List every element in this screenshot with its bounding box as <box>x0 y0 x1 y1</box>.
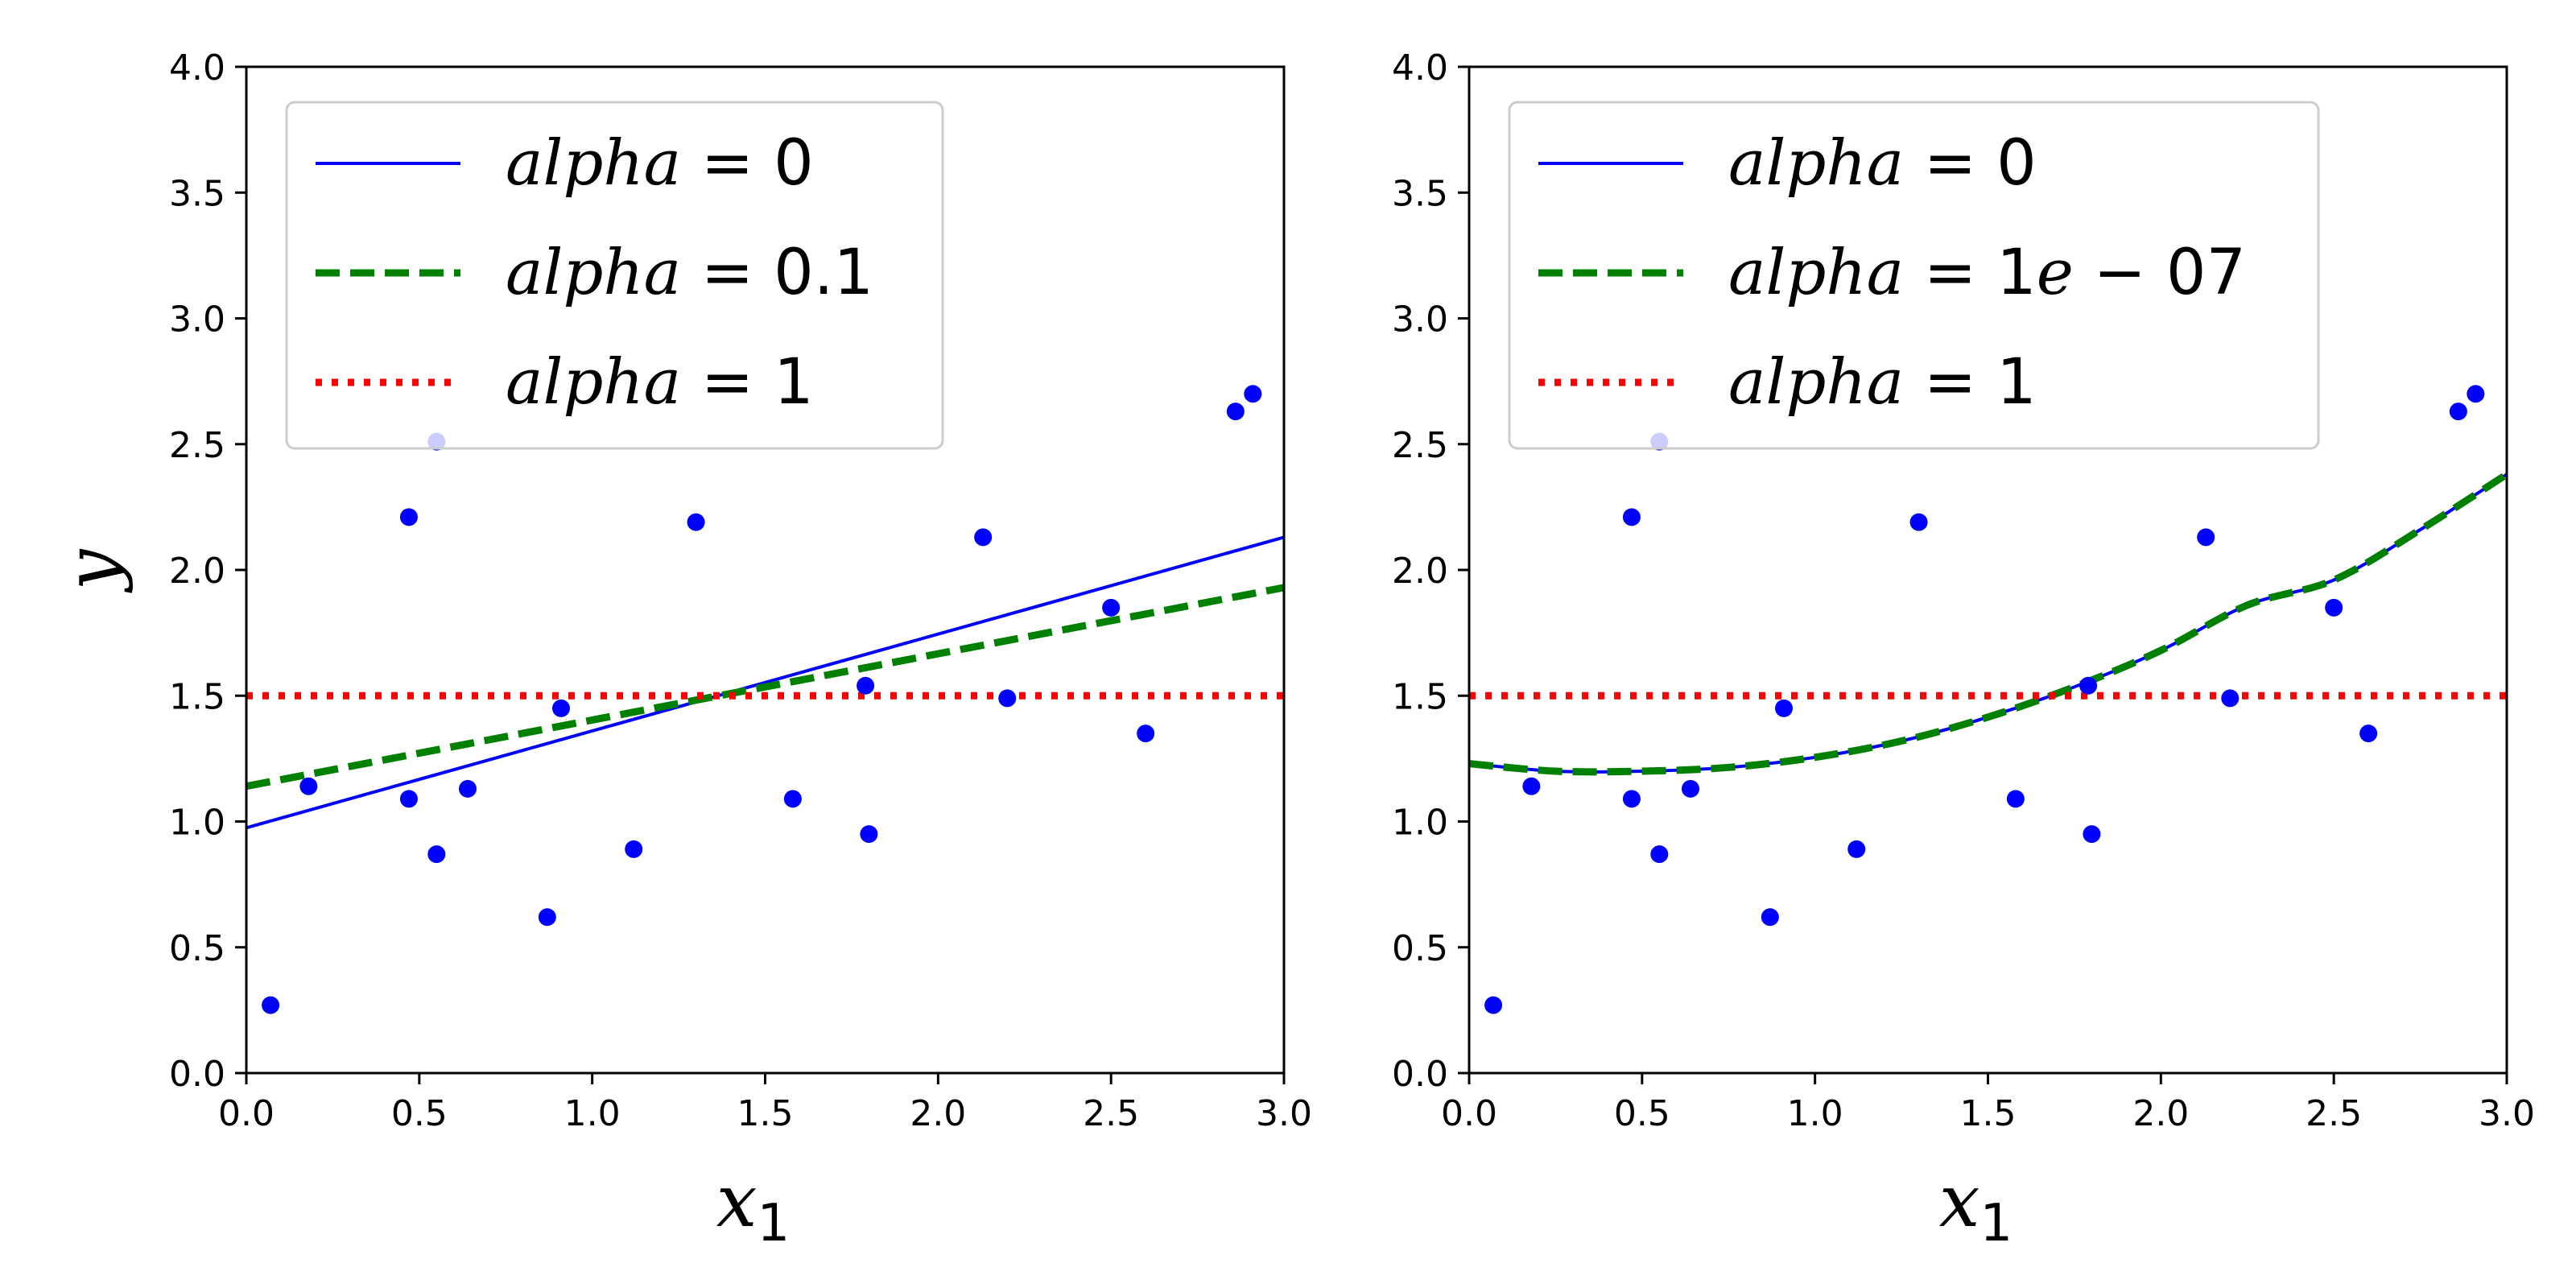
y-tick-label: 0.5 <box>1392 928 1448 969</box>
y-tick-label: 3.5 <box>1392 173 1448 214</box>
subplot-2: 0.0 0.5 1.0 1.5 2.0 2.5 3.0 0.0 0.5 1.0 1.5 2.0 2.5 3… <box>1392 47 2535 1253</box>
data-point <box>1622 508 1641 526</box>
plot-area <box>1469 385 2507 1014</box>
data-point <box>538 908 556 927</box>
x-tick-label: 2.0 <box>2132 1093 2189 1134</box>
y-tick-label: 2.5 <box>169 425 225 466</box>
data-point <box>1681 779 1699 798</box>
x-axis-label: x1 <box>1939 1159 2013 1253</box>
legend-label-3: alpha = 1 <box>1728 346 2037 419</box>
data-point <box>1484 996 1503 1014</box>
data-point <box>1102 598 1121 617</box>
data-point <box>2083 825 2101 844</box>
data-point <box>1226 402 1245 421</box>
data-point <box>2006 790 2025 808</box>
data-point <box>625 840 643 858</box>
y-tick-label: 4.0 <box>1392 47 1448 89</box>
data-point <box>399 508 418 526</box>
data-point <box>2197 528 2215 547</box>
x-axis-label: x1 <box>716 1159 790 1253</box>
y-tick-label: 0.5 <box>169 928 225 969</box>
y-tick-label: 1.5 <box>169 676 225 717</box>
x-tick-label: 3.0 <box>2479 1093 2535 1134</box>
legend-label-2: alpha = 1e − 07 <box>1728 237 2246 309</box>
x-tick-label: 0.0 <box>218 1093 275 1134</box>
data-point <box>1761 908 1779 927</box>
data-point <box>2325 598 2343 617</box>
x-tick-label: 1.0 <box>564 1093 621 1134</box>
data-point <box>2449 402 2467 421</box>
y-tick-label: 2.0 <box>1392 551 1448 592</box>
y-tick-label: 2.0 <box>169 551 225 592</box>
data-point <box>1650 845 1669 864</box>
y-tick-label: 1.0 <box>1392 803 1448 844</box>
data-point <box>551 699 570 717</box>
data-point <box>783 790 802 808</box>
data-point <box>687 513 705 531</box>
series-line-2 <box>246 584 1284 791</box>
plot-area <box>246 385 1284 1014</box>
legend: alpha = 0 alpha = 1e − 07 alpha = 1 <box>1508 101 2320 450</box>
x-tick-label: 0.5 <box>1614 1093 1670 1134</box>
data-point <box>1622 790 1641 808</box>
legend-label-1: alpha = 0 <box>506 127 814 200</box>
series-line-1 <box>246 535 1284 830</box>
x-tick-label: 0.5 <box>391 1093 448 1134</box>
y-tick-label: 3.0 <box>1392 299 1448 341</box>
data-point <box>974 528 993 547</box>
x-tick-label: 2.5 <box>2306 1093 2362 1134</box>
y-tick-label: 0.0 <box>169 1054 225 1095</box>
subplot-1: 0.0 0.5 1.0 1.5 2.0 2.5 3.0 0.0 0.5 1.0 1.5 2.0 2.5 3… <box>50 47 1312 1253</box>
y-tick-label: 1.0 <box>169 803 225 844</box>
data-point <box>1244 385 1262 403</box>
data-point <box>1847 840 1866 858</box>
y-tick-label: 3.5 <box>169 173 225 214</box>
y-tick-label: 2.5 <box>1392 425 1448 466</box>
data-point <box>399 790 418 808</box>
data-point <box>1522 777 1541 795</box>
x-tick-label: 2.5 <box>1083 1093 1139 1134</box>
data-point <box>1909 513 1928 531</box>
legend-label-3: alpha = 1 <box>506 346 814 419</box>
legend-label-2: alpha = 0.1 <box>506 237 873 309</box>
data-point <box>427 845 446 864</box>
legend-label-1: alpha = 0 <box>1728 127 2037 200</box>
data-point <box>1774 699 1793 717</box>
data-point <box>262 996 280 1014</box>
data-point <box>857 676 875 695</box>
data-point <box>299 777 318 795</box>
data-point <box>458 779 477 798</box>
data-point <box>860 825 878 844</box>
x-tick-label: 1.0 <box>1787 1093 1843 1134</box>
y-axis-label: y <box>50 548 134 593</box>
y-tick-label: 0.0 <box>1392 1054 1448 1095</box>
data-point <box>1137 724 1155 743</box>
data-point <box>2359 724 2378 743</box>
x-tick-label: 3.0 <box>1256 1093 1312 1134</box>
x-tick-label: 1.5 <box>1960 1093 2017 1134</box>
x-tick-label: 1.5 <box>737 1093 794 1134</box>
y-tick-label: 3.0 <box>169 299 225 341</box>
x-tick-label: 2.0 <box>910 1093 966 1134</box>
data-point <box>2079 676 2098 695</box>
legend-frame <box>1508 101 2320 450</box>
legend: alpha = 0 alpha = 0.1 alpha = 1 <box>285 101 944 450</box>
x-tick-label: 0.0 <box>1441 1093 1497 1134</box>
y-tick-label: 1.5 <box>1392 676 1448 717</box>
series-line-2 <box>1469 471 2507 776</box>
data-point <box>998 689 1017 708</box>
legend-frame <box>285 101 944 450</box>
y-tick-label: 4.0 <box>169 47 225 89</box>
data-point <box>2467 385 2485 403</box>
data-point <box>2221 689 2240 708</box>
